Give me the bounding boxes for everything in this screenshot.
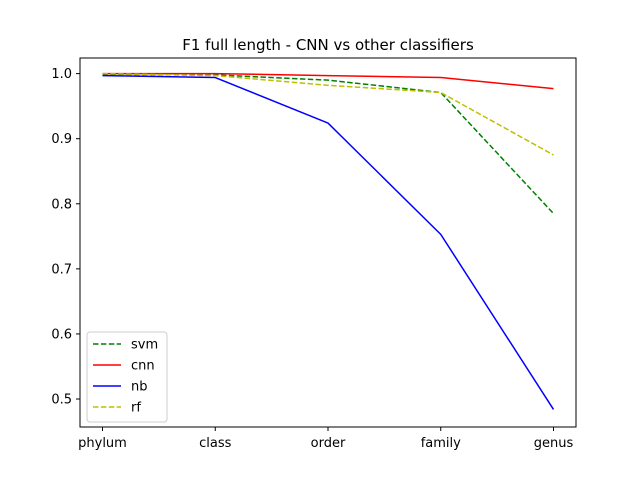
legend-label-cnn: cnn xyxy=(131,359,155,374)
plot-area xyxy=(102,72,555,410)
x-tick-label-family: family xyxy=(421,436,461,451)
series-line-svm xyxy=(102,73,555,215)
legend-label-svm: svm xyxy=(131,338,158,353)
series-line-cnn xyxy=(102,72,554,90)
legend-label-nb: nb xyxy=(131,380,148,395)
y-tick-label-0.7: 0.7 xyxy=(51,262,72,277)
x-tick-label-genus: genus xyxy=(534,436,574,451)
series-line-nb xyxy=(102,74,555,410)
chart-title: F1 full length - CNN vs other classifier… xyxy=(182,36,474,54)
x-tick-label-phylum: phylum xyxy=(78,436,127,451)
y-tick-label-1.0: 1.0 xyxy=(51,67,72,82)
axes: phylum class order family genus 0.5 0.6 0.7 0.8 0… xyxy=(51,57,577,451)
legend-label-rf: rf xyxy=(131,401,141,416)
y-tick-label-0.9: 0.9 xyxy=(51,132,72,147)
y-tick-label-0.8: 0.8 xyxy=(51,197,72,212)
y-tick-label-0.5: 0.5 xyxy=(51,393,72,408)
legend-box xyxy=(86,331,168,423)
x-tick-label-order: order xyxy=(311,436,346,451)
y-tick-label-0.6: 0.6 xyxy=(51,327,72,342)
x-tick-label-class: class xyxy=(199,436,231,451)
series-line-rf xyxy=(102,72,554,156)
legend: svm cnn nb rf xyxy=(86,331,168,423)
